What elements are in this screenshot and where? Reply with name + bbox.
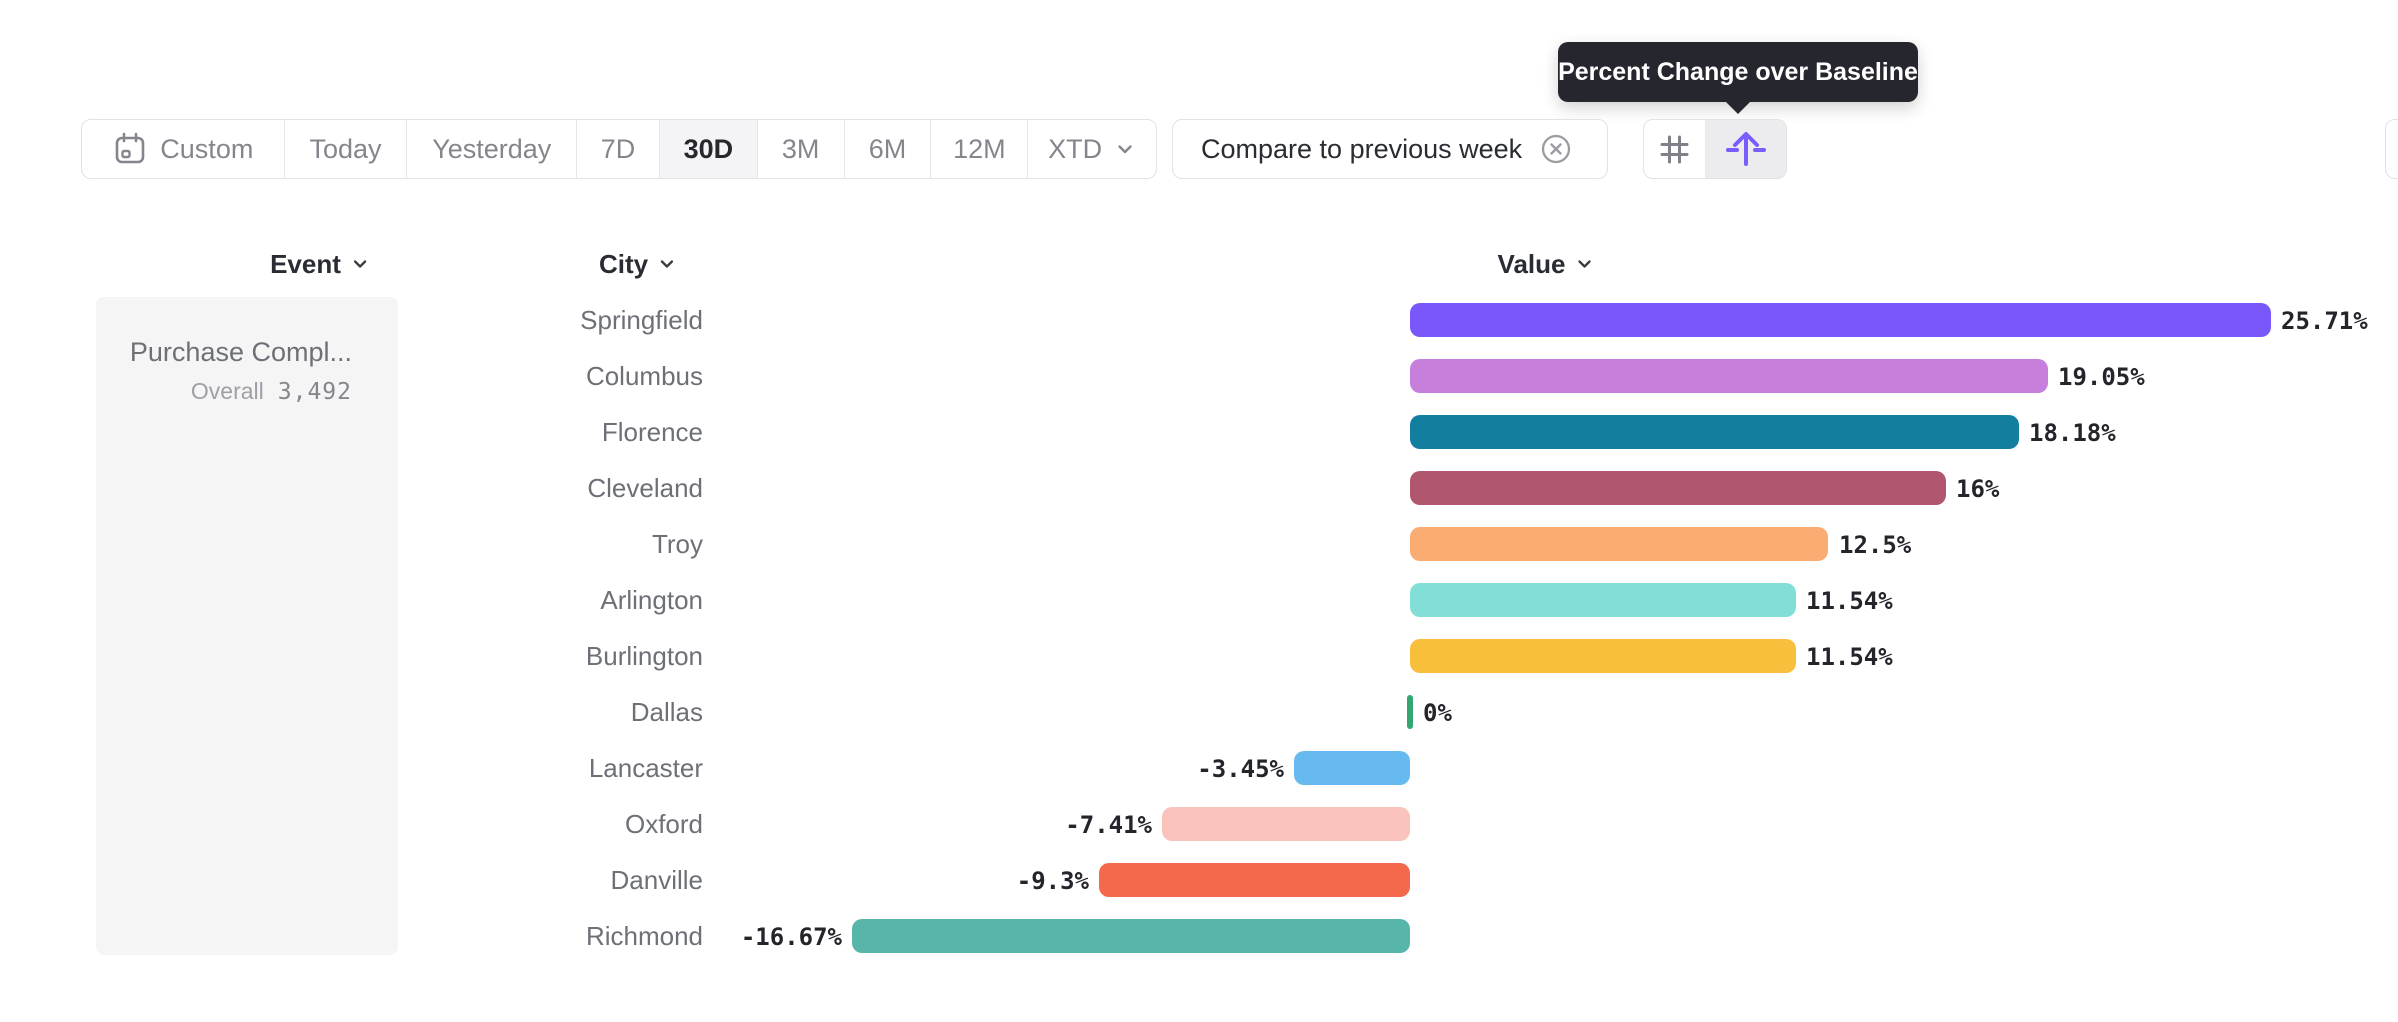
- bar-value-label: 19.05%: [2058, 363, 2145, 391]
- bar-value-label: 11.54%: [1806, 587, 1893, 615]
- bar-value-label: 25.71%: [2281, 307, 2368, 335]
- bar-arlington[interactable]: [1410, 583, 1796, 617]
- column-header-city-label: City: [598, 248, 649, 279]
- compare-button[interactable]: Compare to previous week: [1172, 119, 1608, 179]
- bar-burlington[interactable]: [1410, 639, 1796, 673]
- event-card[interactable]: Purchase Compl... Overall 3,492: [96, 297, 398, 955]
- bar-danville[interactable]: [1099, 863, 1410, 897]
- date-range-7d[interactable]: 7D: [577, 120, 660, 178]
- bar-value-label: -7.41%: [1065, 811, 1152, 839]
- date-range-label: Today: [309, 133, 382, 164]
- circle-x-icon[interactable]: [1540, 133, 1572, 165]
- bar-value-label: 18.18%: [2029, 419, 2116, 447]
- bar-richmond[interactable]: [852, 919, 1410, 953]
- compare-label: Compare to previous week: [1201, 133, 1523, 164]
- row-city-label: Lancaster: [588, 753, 703, 783]
- chevron-down-icon: [1574, 254, 1594, 274]
- bar-troy[interactable]: [1410, 527, 1828, 561]
- column-header-event-label: Event: [270, 248, 341, 279]
- date-range-3m[interactable]: 3M: [758, 120, 845, 178]
- bar-value-label: -9.3%: [1016, 867, 1089, 895]
- chevron-down-icon: [657, 254, 677, 274]
- date-range-today[interactable]: Today: [285, 120, 408, 178]
- date-range-label: 6M: [868, 133, 907, 164]
- date-range-label: 7D: [600, 133, 636, 164]
- bar-dallas[interactable]: [1407, 695, 1413, 729]
- bar-columbus[interactable]: [1410, 359, 2048, 393]
- row-city-label: Cleveland: [587, 473, 703, 503]
- baseline-arrow-icon: [1725, 131, 1767, 167]
- event-overall: Overall 3,492: [96, 378, 352, 405]
- grid-icon: [1656, 131, 1693, 168]
- grid-view-toggle[interactable]: [1644, 120, 1707, 178]
- column-header-city[interactable]: City: [599, 248, 677, 280]
- column-header-value[interactable]: Value: [1498, 248, 1595, 280]
- date-range-custom[interactable]: Custom: [82, 120, 285, 178]
- bar-value-label: -16.67%: [740, 923, 842, 951]
- row-city-label: Oxford: [624, 809, 703, 839]
- view-toggle-group: [1643, 119, 1787, 179]
- chevron-down-icon: [350, 254, 370, 274]
- date-range-yesterday[interactable]: Yesterday: [407, 120, 578, 178]
- event-overall-label: Overall: [190, 378, 264, 404]
- row-city-label: Burlington: [585, 641, 703, 671]
- bar-value-label: 12.5%: [1839, 531, 1912, 559]
- bar-lancaster[interactable]: [1294, 751, 1410, 785]
- bar-value-label: -3.45%: [1197, 755, 1284, 783]
- tooltip-pointer: [1724, 100, 1752, 114]
- date-range-control: Custom Today Yesterday 7D 30D 3M 6M 12M XTD: [81, 119, 1157, 179]
- column-header-event[interactable]: Event: [270, 248, 370, 280]
- date-range-6m[interactable]: 6M: [845, 120, 932, 178]
- row-city-label: Dallas: [630, 697, 703, 727]
- bar-oxford[interactable]: [1162, 807, 1410, 841]
- chevron-down-icon: [1114, 138, 1136, 160]
- date-range-12m[interactable]: 12M: [931, 120, 1029, 178]
- row-city-label: Danville: [610, 865, 704, 895]
- date-range-label: 30D: [683, 133, 734, 164]
- date-range-label: 3M: [781, 133, 820, 164]
- date-range-label: Custom: [160, 133, 254, 164]
- row-city-label: Columbus: [585, 361, 703, 391]
- date-range-30d[interactable]: 30D: [659, 120, 758, 178]
- calendar-icon: [112, 131, 148, 167]
- bar-value-label: 16%: [1956, 475, 2000, 503]
- bar-florence[interactable]: [1410, 415, 2019, 449]
- tooltip-text: Percent Change over Baseline: [1558, 57, 1918, 86]
- date-range-label: 12M: [953, 133, 1006, 164]
- row-city-label: Troy: [651, 529, 703, 559]
- row-city-label: Springfield: [580, 305, 703, 335]
- row-city-label: Florence: [601, 417, 703, 447]
- event-name: Purchase Compl...: [129, 337, 352, 367]
- date-range-label: XTD: [1048, 133, 1103, 164]
- event-overall-value: 3,492: [277, 379, 352, 405]
- overflow-button[interactable]: [2385, 119, 2398, 179]
- bar-value-label: 11.54%: [1806, 643, 1893, 671]
- tooltip: Percent Change over Baseline: [1558, 42, 1918, 102]
- date-range-xtd[interactable]: XTD: [1028, 120, 1156, 178]
- row-city-label: Arlington: [600, 585, 703, 615]
- bar-springfield[interactable]: [1410, 303, 2271, 337]
- bar-value-label: 0%: [1423, 699, 1452, 727]
- date-range-label: Yesterday: [432, 133, 552, 164]
- baseline-view-toggle[interactable]: [1706, 120, 1786, 178]
- column-header-value-label: Value: [1497, 248, 1566, 279]
- row-city-label: Richmond: [585, 921, 703, 951]
- bar-cleveland[interactable]: [1410, 471, 1946, 505]
